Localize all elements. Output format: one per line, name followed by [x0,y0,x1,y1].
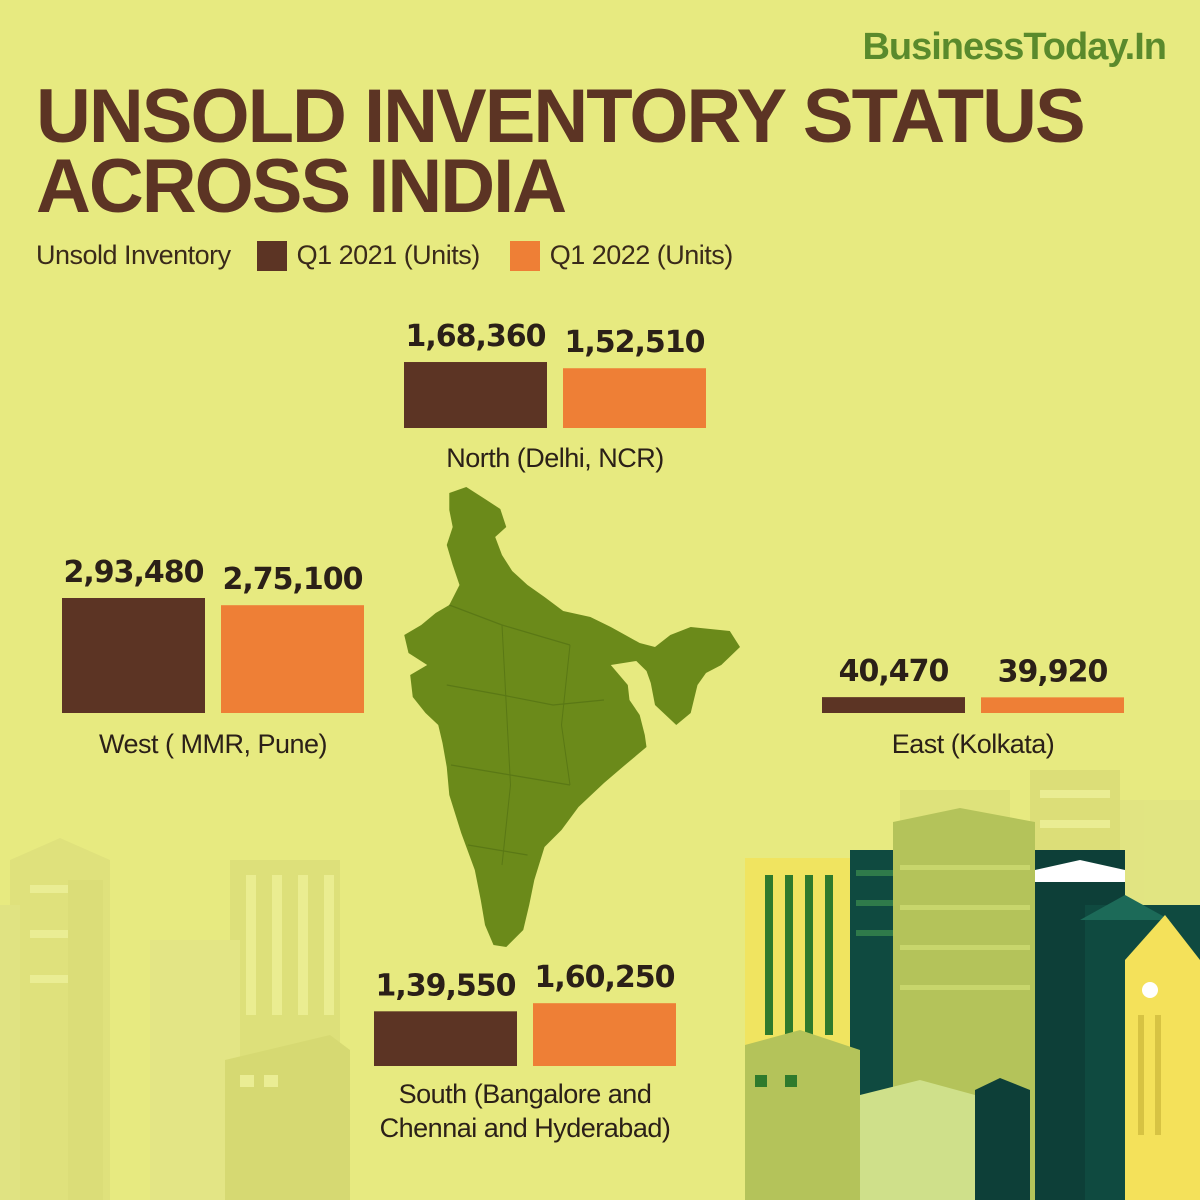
background-buildings-left [0,838,350,1200]
bar-east-q1-2022 [981,697,1124,713]
brand-logo: BusinessToday.In [862,26,1167,68]
bar-west-q1-2021 [62,598,205,713]
legend-title: Unsold Inventory [36,240,231,270]
bar-west-q1-2022 [221,605,364,713]
legend-swatch-q1-2021 [256,240,287,271]
value-label-north-q1-2021: 1,68,360 [405,319,545,354]
foreground-buildings [745,808,1200,1200]
bar-north-q1-2022 [563,368,706,428]
region-label-east: East (Kolkata) [892,729,1055,759]
legend-swatch-q1-2022 [509,240,540,271]
page-title: UNSOLD INVENTORY STATUS ACROSS INDIA [36,74,1086,229]
india-map [404,487,740,947]
title-line-1: UNSOLD INVENTORY STATUS [36,74,1086,159]
title-line-2: ACROSS INDIA [36,144,567,229]
region-group-south: 1,39,550 1,60,250 South (Bangalore and Chen… [374,960,676,1143]
region-group-north: 1,68,360 1,52,510 North (Delhi, NCR) [404,319,706,473]
bar-east-q1-2021 [822,697,965,713]
region-label-west: West ( MMR, Pune) [99,729,327,759]
region-group-west: 2,93,480 2,75,100 West ( MMR, Pune) [62,555,364,759]
value-label-east-q1-2021: 40,470 [839,654,949,689]
value-label-north-q1-2022: 1,52,510 [564,325,704,360]
region-label-north: North (Delhi, NCR) [446,443,664,473]
value-label-west-q1-2022: 2,75,100 [222,562,362,597]
bar-north-q1-2021 [404,362,547,428]
legend-label-q1-2021: Q1 2021 (Units) [296,240,481,270]
india-map-shape [404,487,740,947]
bar-south-q1-2021 [374,1011,517,1066]
bar-south-q1-2022 [533,1003,676,1066]
region-group-east: 40,470 39,920 East (Kolkata) [822,654,1124,759]
legend-label-q1-2022: Q1 2022 (Units) [549,240,734,270]
region-label-south-line-2: Chennai and Hyderabad) [380,1113,671,1143]
value-label-west-q1-2021: 2,93,480 [63,555,203,590]
value-label-south-q1-2022: 1,60,250 [534,960,674,995]
value-label-south-q1-2021: 1,39,550 [375,968,515,1003]
state-border-lines [446,604,605,866]
value-label-east-q1-2022: 39,920 [998,654,1108,689]
region-label-south-line-1: South (Bangalore and [399,1079,652,1109]
legend: Unsold Inventory Q1 2021 (Units) Q1 2022… [36,240,733,271]
